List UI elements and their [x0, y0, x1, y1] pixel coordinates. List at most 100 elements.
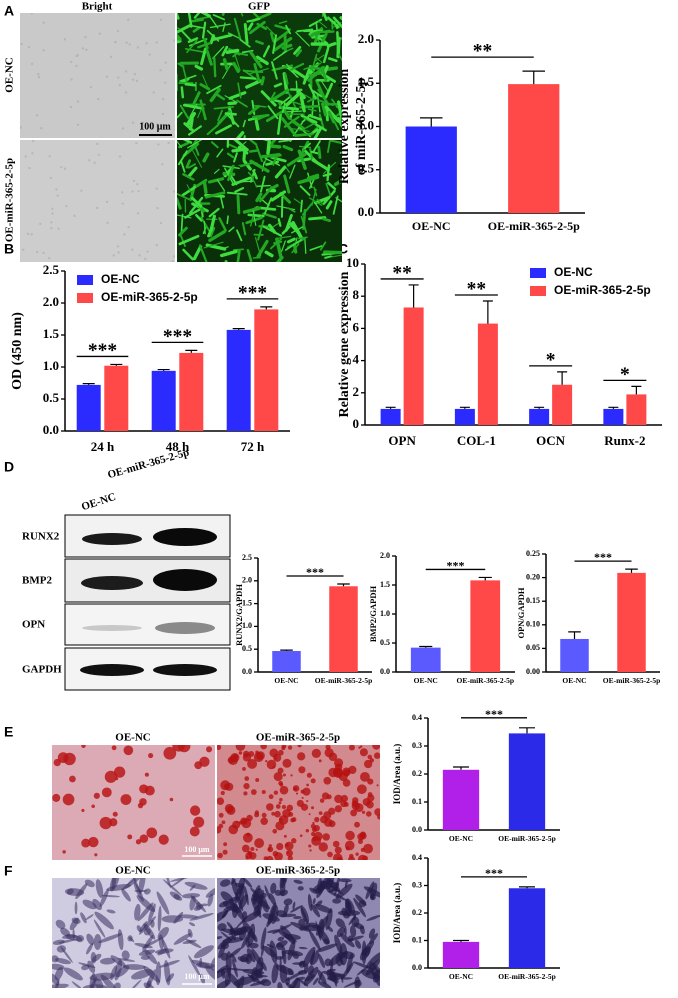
cell [319, 78, 329, 92]
y-tick-label: 0.20 [526, 572, 540, 581]
x-tick-label: OE-NC [412, 219, 451, 233]
cell [209, 23, 231, 29]
cell [182, 140, 193, 144]
y-tick-label: 4 [353, 352, 360, 367]
cell [275, 237, 283, 258]
stain [129, 936, 135, 943]
cell [239, 38, 251, 48]
stain [134, 942, 153, 949]
nodule [135, 839, 142, 845]
cell [262, 140, 271, 142]
error-bar [110, 363, 123, 366]
significance: *** [485, 866, 503, 880]
cell [326, 164, 331, 182]
cell [267, 105, 279, 120]
x-tick-label: OE-miR-365-2-5p [498, 972, 556, 981]
nodule [53, 758, 61, 767]
cell [242, 119, 246, 128]
cell [310, 150, 320, 155]
cell [308, 216, 327, 221]
speck [97, 97, 100, 101]
stain [134, 903, 141, 921]
cell [177, 192, 192, 201]
cell [190, 196, 203, 208]
cell [233, 51, 249, 56]
cell [246, 248, 253, 262]
stain [157, 905, 162, 932]
nodule [282, 758, 292, 768]
nodule [217, 852, 223, 859]
stain [353, 961, 374, 970]
cell [265, 25, 276, 36]
cell [226, 152, 235, 159]
x-tick-label: OE-NC [274, 676, 298, 685]
cell [243, 22, 249, 45]
cell [217, 109, 224, 122]
nodule [318, 759, 322, 763]
nodule [357, 854, 368, 860]
bar [529, 408, 550, 425]
y-tick-label: 2.5 [242, 553, 252, 562]
cell [214, 168, 220, 174]
significance: *** [306, 565, 324, 579]
speck [106, 221, 109, 225]
cell [329, 140, 342, 145]
stain [63, 967, 83, 981]
nodule [350, 809, 358, 817]
stain [60, 946, 73, 963]
stain [280, 925, 296, 945]
cell [302, 64, 312, 85]
nodule [223, 783, 230, 790]
stain [189, 913, 214, 921]
cell [274, 165, 287, 179]
stain [138, 878, 146, 894]
cell [314, 54, 325, 62]
cell [311, 34, 327, 39]
column-label: OE-NC [115, 732, 151, 744]
speck [172, 190, 175, 193]
nodule [120, 794, 132, 805]
column-label: OE-NC [115, 865, 151, 877]
legend-label: OE-miR-365-2-5p [101, 290, 198, 304]
bar [329, 586, 358, 672]
speck [81, 47, 85, 50]
speck [49, 176, 52, 180]
cell [285, 91, 302, 107]
speck [121, 202, 124, 205]
cell [248, 20, 266, 35]
speck [20, 125, 22, 129]
legend-label: OE-NC [101, 272, 140, 286]
stain [52, 939, 65, 945]
nodule [254, 810, 260, 815]
y-tick-label: 0.0 [380, 667, 390, 676]
texture [22, 140, 175, 262]
speck [37, 75, 41, 79]
stain [229, 927, 248, 934]
cell [242, 206, 261, 214]
cell [188, 196, 204, 215]
cell [277, 217, 282, 227]
cell [336, 36, 341, 59]
nodule [163, 746, 177, 760]
nodule [158, 834, 169, 845]
cell [213, 105, 235, 110]
speck [73, 214, 76, 218]
nodule [123, 745, 134, 756]
cell [190, 18, 204, 23]
cell [189, 24, 206, 29]
stain [177, 914, 199, 919]
stain [64, 888, 85, 896]
nodule [372, 745, 380, 750]
nodule [260, 817, 268, 826]
texture [52, 878, 215, 988]
stain [274, 956, 285, 960]
y-tick-label: 0.1 [412, 797, 422, 806]
cell [222, 58, 229, 71]
nodule [255, 848, 258, 851]
y-axis-label: of miR-365-2-5p [354, 77, 369, 175]
cell [183, 122, 195, 132]
x-tick-label: OE-miR-365-2-5p [498, 834, 556, 843]
cell [260, 76, 265, 86]
stain [86, 942, 94, 955]
cell [266, 140, 271, 155]
